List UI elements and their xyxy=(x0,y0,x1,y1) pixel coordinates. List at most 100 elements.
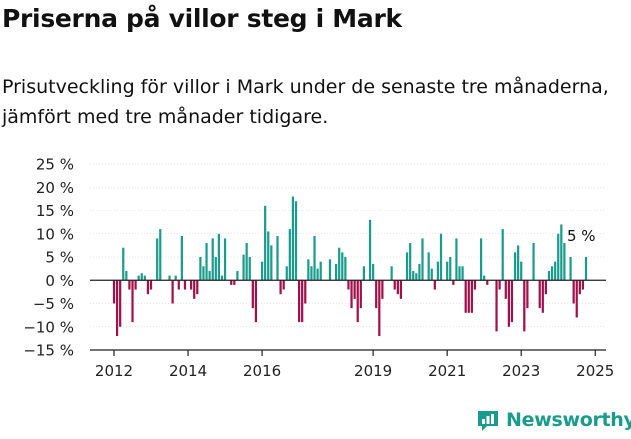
bar xyxy=(143,275,146,281)
bar xyxy=(378,280,381,337)
bar xyxy=(483,275,486,281)
bar xyxy=(313,236,316,281)
bar xyxy=(328,259,332,281)
bar xyxy=(251,280,254,309)
bar xyxy=(254,280,258,323)
bar xyxy=(134,280,137,290)
bar xyxy=(285,266,288,281)
bar xyxy=(393,280,396,290)
bar xyxy=(288,229,291,281)
bar xyxy=(455,238,458,281)
bar xyxy=(501,229,504,281)
bar xyxy=(202,266,205,281)
y-tick-label: 5 % xyxy=(45,249,74,267)
bar xyxy=(572,280,575,304)
bar xyxy=(418,263,421,281)
bar xyxy=(233,280,236,285)
bar xyxy=(159,229,162,281)
y-gridlines xyxy=(90,163,606,351)
bar xyxy=(335,263,338,281)
bar xyxy=(301,280,304,323)
bar xyxy=(461,266,464,281)
bar xyxy=(415,273,418,281)
bar xyxy=(433,280,436,290)
latest-value-annotation: 5 % xyxy=(567,227,596,245)
bar xyxy=(341,252,344,281)
bar xyxy=(128,280,131,290)
bar xyxy=(480,238,483,281)
bar xyxy=(464,280,467,313)
bar xyxy=(381,280,384,299)
bar xyxy=(242,254,245,281)
bar xyxy=(350,280,353,309)
bar xyxy=(112,280,116,304)
bar xyxy=(174,275,177,281)
bar xyxy=(412,270,415,281)
bar xyxy=(205,243,208,281)
x-tick-label: 2019 xyxy=(354,362,392,380)
bar xyxy=(368,219,372,281)
y-tick-label: 15 % xyxy=(36,202,74,220)
bar xyxy=(452,280,455,285)
bar xyxy=(208,270,211,281)
bar xyxy=(223,238,227,281)
bar xyxy=(168,275,171,281)
bar xyxy=(183,280,187,290)
bar xyxy=(544,280,547,295)
bar xyxy=(578,280,581,295)
bar xyxy=(430,268,433,281)
bar xyxy=(507,280,510,327)
bar xyxy=(498,280,501,290)
bar xyxy=(137,275,140,281)
bar xyxy=(409,243,412,281)
bar xyxy=(520,261,523,281)
bar xyxy=(517,245,520,281)
bar xyxy=(449,257,452,281)
bar xyxy=(245,243,248,281)
y-tick-label: −15 % xyxy=(23,342,74,360)
bar xyxy=(467,280,470,313)
chart-title: Priserna på villor steg i Mark xyxy=(2,4,402,33)
bar xyxy=(115,280,119,337)
x-tick-label: 2016 xyxy=(243,362,281,380)
bar xyxy=(523,280,526,332)
y-tick-label: −5 % xyxy=(33,295,74,313)
bar xyxy=(146,280,150,295)
bar xyxy=(149,280,153,290)
bar xyxy=(473,280,477,290)
y-tick-label: 0 % xyxy=(45,272,74,290)
bar xyxy=(372,263,375,281)
bar xyxy=(177,280,180,290)
bar xyxy=(199,257,202,281)
bar xyxy=(504,280,507,299)
bar xyxy=(297,280,301,323)
bar xyxy=(230,280,233,285)
bar xyxy=(156,238,159,281)
bar xyxy=(125,270,128,281)
bar xyxy=(279,280,282,295)
bar xyxy=(270,245,273,281)
y-axis-tick-labels: 25 % 20 % 15 % 10 % 5 % 0 % −5 % −10 % −15 % xyxy=(23,156,74,360)
bar xyxy=(264,205,267,281)
newsworthy-logo-icon xyxy=(478,411,498,431)
bar xyxy=(214,257,217,281)
bar xyxy=(421,238,424,281)
bar xyxy=(353,280,356,299)
bar xyxy=(359,280,362,309)
bar xyxy=(276,236,279,281)
bar xyxy=(510,280,514,323)
bar xyxy=(399,280,403,299)
bar xyxy=(495,280,498,332)
bar xyxy=(396,280,399,295)
bar xyxy=(217,233,220,281)
bar xyxy=(282,280,285,290)
newsworthy-logo: Newsworthy xyxy=(476,408,631,432)
bar xyxy=(569,257,572,281)
bar xyxy=(584,257,588,281)
bar xyxy=(436,261,440,281)
bar xyxy=(557,233,560,281)
bar xyxy=(131,280,134,323)
bar xyxy=(307,259,310,281)
bar xyxy=(575,280,578,318)
bar xyxy=(547,270,551,281)
